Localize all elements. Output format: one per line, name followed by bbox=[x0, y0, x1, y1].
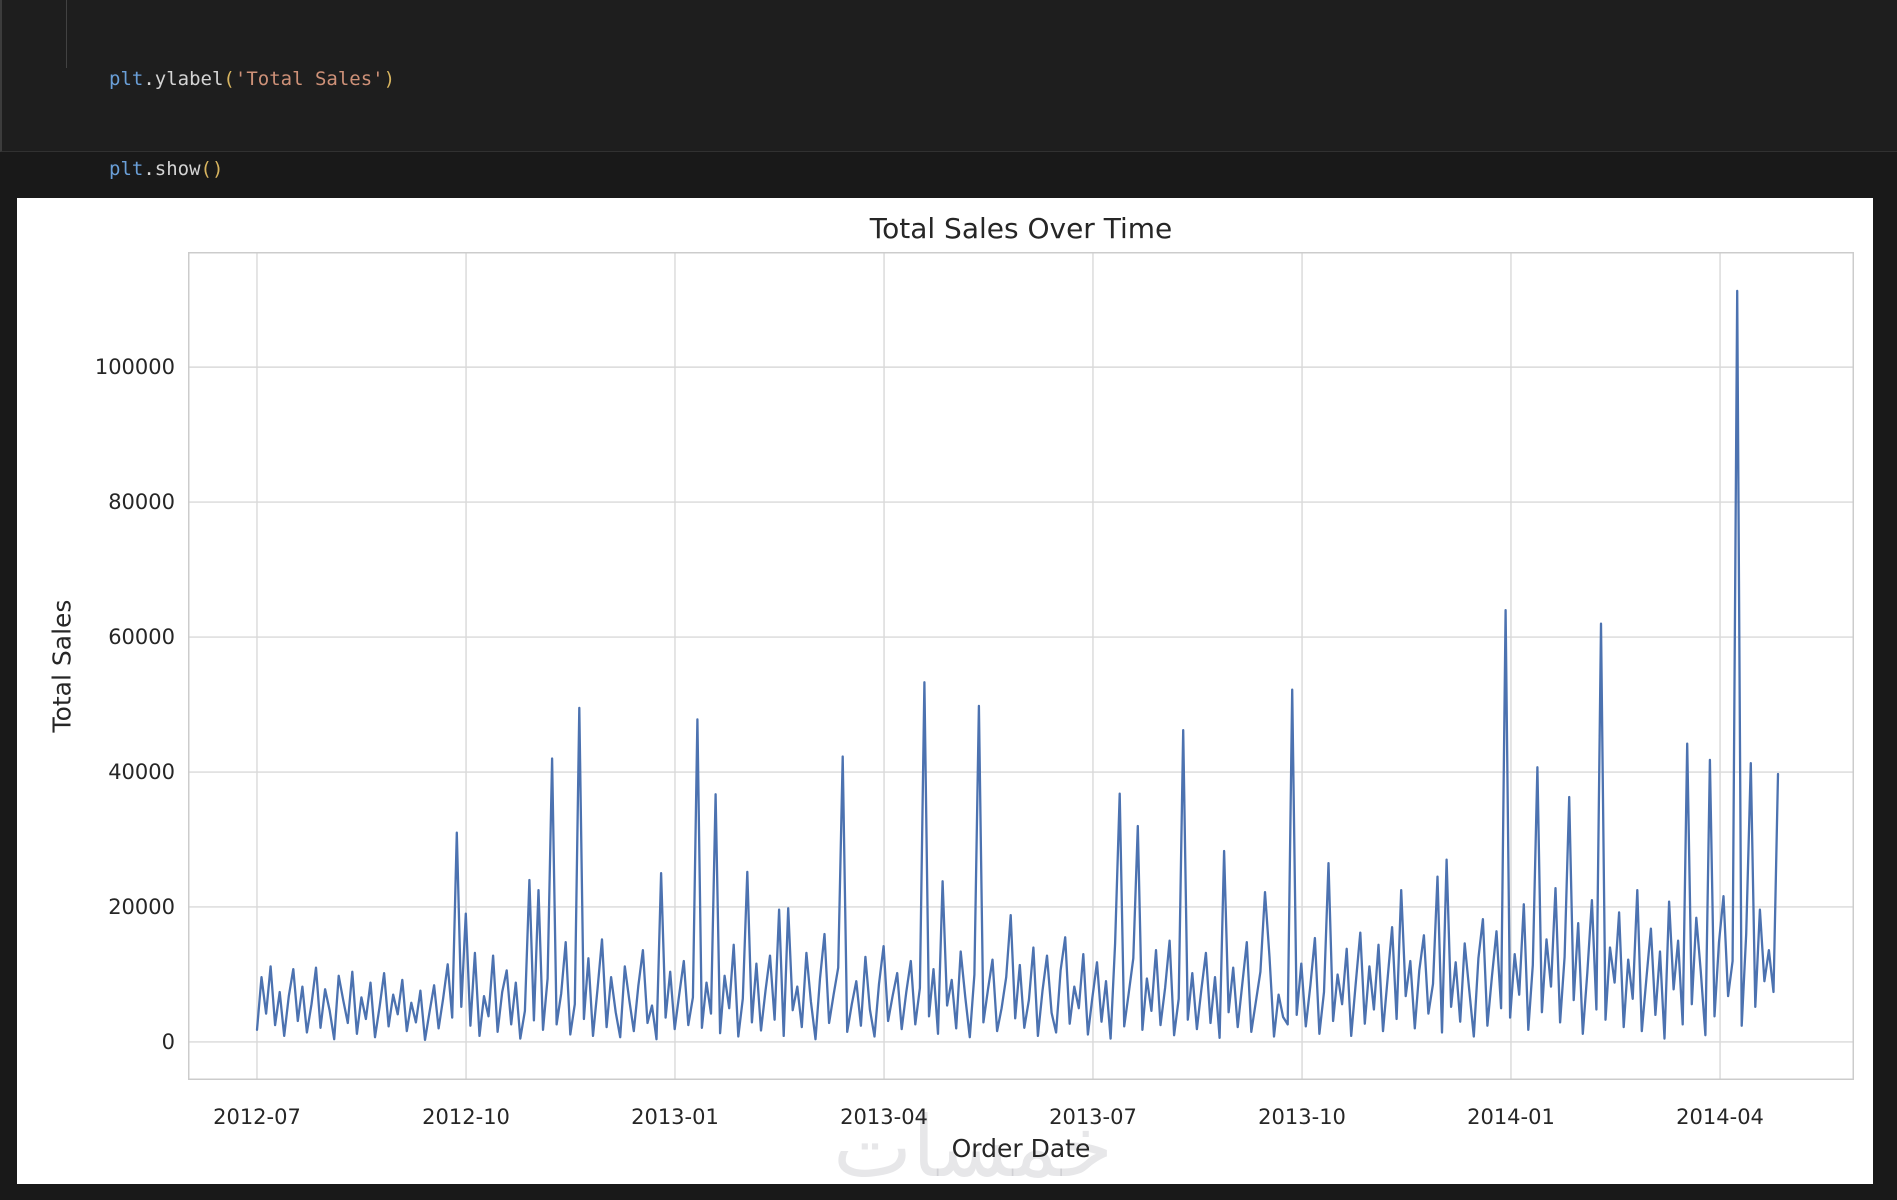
code-token: ylabel bbox=[154, 68, 224, 90]
x-tick-label: 2013-07 bbox=[1049, 1105, 1137, 1129]
code-token: plt bbox=[109, 158, 144, 180]
code-line-2: plt.show() bbox=[109, 154, 395, 184]
code-token: 'Total Sales' bbox=[234, 68, 384, 90]
code-token: ( bbox=[200, 158, 212, 180]
x-tick-label: 2013-04 bbox=[840, 1105, 928, 1129]
x-tick-label: 2013-01 bbox=[631, 1105, 719, 1129]
code-token: ( bbox=[223, 68, 235, 90]
code-token: show bbox=[154, 158, 201, 180]
x-tick-label: 2012-07 bbox=[213, 1105, 301, 1129]
chart-title: Total Sales Over Time bbox=[869, 212, 1173, 245]
x-tick-label: 2013-10 bbox=[1258, 1105, 1346, 1129]
y-tick-label: 0 bbox=[161, 1029, 175, 1054]
code-token: . bbox=[143, 158, 155, 180]
plot-svg bbox=[188, 252, 1854, 1080]
y-tick-label: 100000 bbox=[94, 355, 175, 380]
code-token: ) bbox=[212, 158, 224, 180]
y-tick-label: 40000 bbox=[108, 760, 175, 784]
plot-border bbox=[188, 252, 1854, 1080]
y-tick-label: 60000 bbox=[108, 625, 175, 650]
code-token: plt bbox=[109, 68, 144, 90]
x-tick-label: 2014-04 bbox=[1676, 1105, 1764, 1129]
matplotlib-figure-output: Total Sales Over Time Total Sales 0 20000… bbox=[17, 198, 1873, 1196]
y-tick-label: 80000 bbox=[108, 490, 175, 515]
x-tick-label: 2014-01 bbox=[1467, 1105, 1555, 1129]
code-token: . bbox=[143, 68, 155, 90]
code-editor-lines[interactable]: plt.ylabel('Total Sales') plt.show() bbox=[109, 4, 395, 244]
x-tick-label: 2012-10 bbox=[422, 1105, 510, 1129]
y-tick-label: 20000 bbox=[108, 894, 175, 919]
indent-guide-line bbox=[66, 0, 67, 68]
notebook-code-cell[interactable]: plt.ylabel('Total Sales') plt.show() bbox=[0, 0, 1897, 180]
code-token: ) bbox=[383, 68, 396, 90]
x-axis-label: Order Date bbox=[951, 1134, 1091, 1163]
sales-line-series bbox=[255, 289, 1780, 1042]
y-axis-label: Total Sales bbox=[47, 599, 77, 733]
watermark-text: خمسات bbox=[833, 1098, 1114, 1196]
code-line-1: plt.ylabel('Total Sales') bbox=[109, 64, 395, 94]
